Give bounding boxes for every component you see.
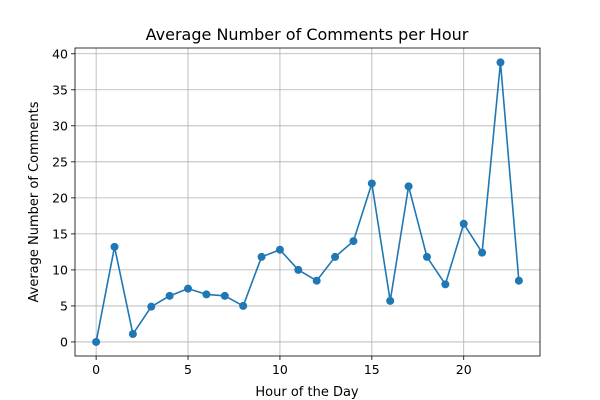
data-point (184, 284, 193, 293)
data-point (441, 280, 450, 289)
data-point (367, 179, 376, 188)
x-axis-ticks: 0 5 10 15 20 (92, 356, 472, 377)
data-point (294, 265, 303, 274)
series-line (95, 61, 520, 343)
data-point (459, 219, 468, 228)
data-point (110, 242, 119, 251)
y-tick-label: 20 (52, 190, 68, 205)
data-point (275, 245, 284, 254)
y-axis-ticks: 0 5 10 15 20 25 30 35 40 (52, 46, 75, 349)
chart-title: Average Number of Comments per Hour (146, 25, 469, 44)
data-point (331, 252, 340, 261)
y-tick-label: 30 (52, 118, 68, 133)
grid-lines (75, 48, 540, 356)
data-point (92, 337, 101, 346)
x-tick-label: 10 (272, 362, 288, 377)
series-layer (92, 58, 523, 346)
y-tick-label: 35 (52, 82, 68, 97)
data-point (128, 330, 137, 339)
plot-area-frame (74, 47, 541, 357)
y-tick-label: 40 (52, 46, 68, 61)
data-point (165, 291, 174, 300)
y-tick-label: 15 (52, 226, 68, 241)
data-point (220, 291, 229, 300)
data-point (239, 301, 248, 310)
data-point (257, 252, 266, 261)
data-point (202, 290, 211, 299)
x-tick-label: 15 (364, 362, 380, 377)
data-point (514, 276, 523, 285)
data-point (496, 58, 505, 67)
y-tick-label: 5 (60, 298, 68, 313)
x-tick-label: 0 (92, 362, 100, 377)
data-point (478, 248, 487, 257)
data-point (404, 182, 413, 191)
x-tick-label: 20 (456, 362, 472, 377)
data-point (386, 296, 395, 305)
y-tick-label: 0 (60, 334, 68, 349)
y-axis-label: Average Number of Comments (27, 101, 42, 302)
data-point (312, 276, 321, 285)
y-tick-label: 25 (52, 154, 68, 169)
x-tick-label: 5 (184, 362, 192, 377)
x-axis-label: Hour of the Day (255, 385, 359, 400)
data-point (422, 252, 431, 261)
data-point (349, 237, 358, 246)
data-point (147, 302, 156, 311)
y-tick-label: 10 (52, 262, 68, 277)
